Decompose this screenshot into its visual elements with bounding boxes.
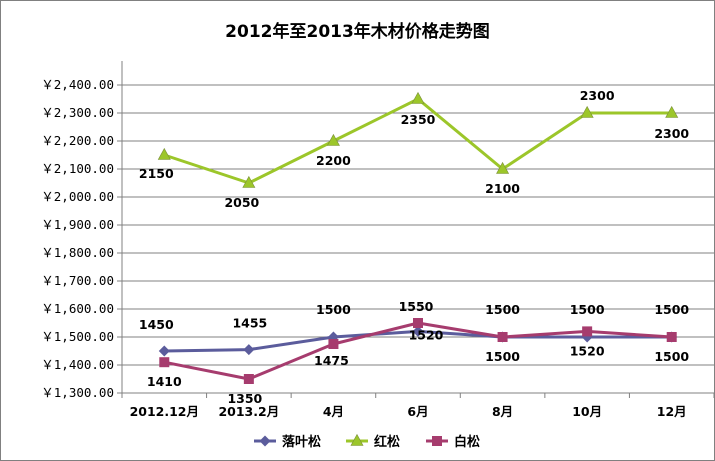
data-label-korean-pine: 2150 xyxy=(139,166,174,181)
y-tick-label: ￥1,600.00 xyxy=(41,301,114,316)
y-tick-label: ￥2,300.00 xyxy=(41,105,114,120)
data-label-korean-pine: 2300 xyxy=(580,88,615,103)
data-point-korean-pine xyxy=(157,147,171,160)
data-label-white-pine: 1550 xyxy=(399,299,434,314)
data-point-korean-pine xyxy=(665,105,679,118)
y-tick-label: ￥2,400.00 xyxy=(41,77,114,92)
data-point-korean-pine xyxy=(496,161,510,174)
legend-label-korean-pine: 红松 xyxy=(374,434,400,450)
data-label-korean-pine: 2100 xyxy=(485,181,520,196)
data-label-white-pine: 1500 xyxy=(654,349,689,364)
legend-label-white-pine: 白松 xyxy=(454,434,480,450)
data-point-white-pine xyxy=(328,339,339,349)
data-label-larch: 1500 xyxy=(570,302,605,317)
data-label-larch: 1520 xyxy=(409,327,444,342)
x-tick-label: 2013.2月 xyxy=(218,404,279,419)
data-point-white-pine xyxy=(666,332,677,342)
data-label-larch: 1455 xyxy=(232,316,267,331)
data-label-white-pine: 1350 xyxy=(227,391,262,406)
data-label-korean-pine: 2200 xyxy=(316,153,351,168)
data-point-white-pine xyxy=(243,374,254,384)
data-point-korean-pine xyxy=(411,91,425,104)
legend-marker-korean-pine xyxy=(350,433,364,446)
data-label-white-pine: 1520 xyxy=(570,343,605,358)
data-point-korean-pine xyxy=(242,175,256,188)
y-tick-label: ￥1,300.00 xyxy=(41,385,114,400)
data-label-white-pine: 1410 xyxy=(147,374,182,389)
x-tick-label: 2012.12月 xyxy=(130,404,199,419)
data-point-white-pine xyxy=(497,332,508,342)
data-point-larch xyxy=(243,344,255,356)
legend-marker-larch xyxy=(259,435,271,447)
x-tick-label: 6月 xyxy=(407,404,428,419)
y-tick-label: ￥1,700.00 xyxy=(41,273,114,288)
y-tick-label: ￥1,400.00 xyxy=(41,357,114,372)
data-label-korean-pine: 2050 xyxy=(224,195,259,210)
data-point-white-pine xyxy=(159,357,170,368)
data-label-larch: 1500 xyxy=(654,302,689,317)
legend-marker-white-pine xyxy=(432,436,442,446)
y-tick-label: ￥1,800.00 xyxy=(41,245,114,260)
data-label-white-pine: 1475 xyxy=(314,353,349,368)
data-label-korean-pine: 2300 xyxy=(654,126,689,141)
x-tick-label: 10月 xyxy=(572,404,602,419)
x-tick-label: 8月 xyxy=(492,404,513,419)
x-tick-label: 12月 xyxy=(657,404,687,419)
data-point-korean-pine xyxy=(580,105,594,118)
data-label-larch: 1500 xyxy=(485,302,520,317)
legend-label-larch: 落叶松 xyxy=(282,434,321,450)
data-point-white-pine xyxy=(582,326,593,337)
data-point-white-pine xyxy=(413,318,423,328)
data-label-larch: 1500 xyxy=(316,302,351,317)
data-point-larch xyxy=(412,325,424,337)
y-tick-label: ￥1,900.00 xyxy=(41,217,114,232)
data-label-korean-pine: 2350 xyxy=(401,112,436,127)
x-tick-label: 4月 xyxy=(323,404,344,419)
chart-title: 2012年至2013年木材价格走势图 xyxy=(225,22,490,42)
y-tick-label: ￥2,200.00 xyxy=(41,133,114,148)
y-tick-label: ￥2,000.00 xyxy=(41,189,114,204)
data-label-white-pine: 1500 xyxy=(485,349,520,364)
y-tick-label: ￥1,500.00 xyxy=(41,329,114,344)
data-point-korean-pine xyxy=(326,133,340,146)
data-label-larch: 1450 xyxy=(139,317,174,332)
y-tick-label: ￥2,100.00 xyxy=(41,161,114,176)
data-point-larch xyxy=(158,345,170,357)
